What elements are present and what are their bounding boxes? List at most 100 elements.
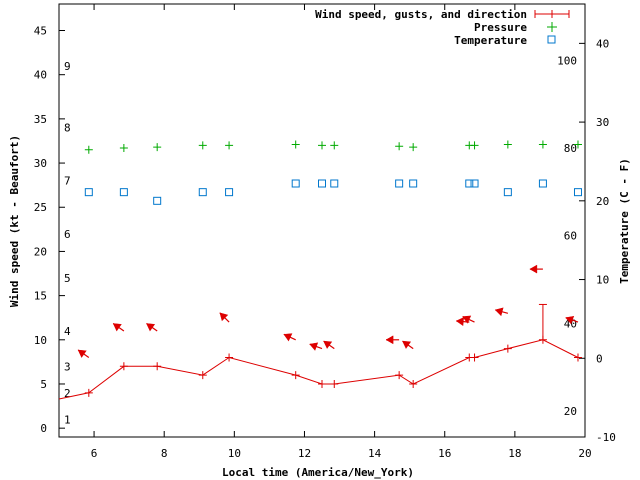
wind-speed-point	[503, 344, 512, 353]
pressure-point	[395, 142, 404, 151]
temperature-point	[119, 188, 128, 197]
pressure-point	[291, 140, 300, 149]
y-left-tick-label: 15	[34, 290, 47, 303]
temperature-point	[470, 179, 479, 188]
wind-speed-point	[291, 371, 300, 380]
wind-speed-point	[318, 379, 326, 388]
wind-arrow-head	[402, 340, 412, 349]
wind-direction-arrow	[112, 323, 125, 332]
pressure-point	[84, 145, 93, 154]
y-right-tick-label: 40	[596, 37, 609, 50]
beaufort-label: 1	[64, 413, 71, 426]
wind-speed-point	[198, 371, 207, 380]
wind-speed-point	[225, 353, 234, 362]
wind-arrow-head	[462, 315, 472, 324]
y-axis-label-right: Temperature (C - F)	[618, 158, 631, 284]
fahrenheit-label: 60	[564, 229, 577, 242]
temperature-point	[538, 179, 547, 188]
wind-arrow-head	[77, 349, 87, 358]
legend-label-temperature: Temperature	[454, 34, 527, 47]
temperature-point	[465, 179, 474, 188]
x-tick-label: 14	[368, 447, 382, 460]
beaufort-label: 2	[64, 387, 71, 400]
pressure-point	[225, 141, 234, 150]
wind-arrow-head	[112, 323, 122, 332]
y-left-tick-label: 25	[34, 201, 47, 214]
temperature-point	[225, 188, 234, 197]
y-left-tick-label: 30	[34, 157, 47, 170]
wind-speed-point	[395, 371, 404, 380]
wind-speed-point	[153, 362, 162, 371]
legend: Wind speed, gusts, and direction Pressur…	[315, 8, 570, 47]
temperature-point	[330, 179, 339, 188]
x-axis-label: Local time (America/New_York)	[222, 466, 414, 479]
pressure-point	[503, 140, 512, 149]
wind-arrow-head	[309, 342, 319, 351]
x-tick-label: 6	[91, 447, 98, 460]
temperature-point	[573, 188, 582, 197]
wind-arrow-head	[283, 333, 293, 342]
pressure-point	[330, 141, 339, 150]
beaufort-label: 3	[64, 360, 71, 373]
x-tick-label: 16	[438, 447, 451, 460]
wind-arrow-head	[219, 312, 229, 322]
wind-arrow-head	[455, 317, 464, 327]
wind-direction-arrow	[462, 315, 475, 324]
wind-arrow-head	[385, 335, 394, 345]
fahrenheit-label: 20	[564, 405, 577, 418]
temperature-point	[153, 196, 162, 205]
beaufort-label: 8	[64, 122, 71, 135]
x-tick-label: 20	[578, 447, 591, 460]
x-tick-label: 12	[298, 447, 311, 460]
legend-label-pressure: Pressure	[474, 21, 527, 34]
y-left-tick-label: 20	[34, 245, 47, 258]
y-left-tick-label: 10	[34, 334, 47, 347]
y-right-tick-label: 30	[596, 116, 609, 129]
right-axis-ticks: -10 0 10 20 30 40	[579, 37, 616, 444]
wind-direction-arrow	[146, 323, 158, 332]
wind-arrow-head	[494, 307, 504, 317]
wind-direction-arrow	[283, 333, 296, 342]
legend-swatch-temperature	[547, 35, 556, 44]
beaufort-label: 4	[64, 325, 71, 338]
left-axis-ticks: 0 5 10 15 20 25 30 35 40 45	[34, 25, 65, 435]
pressure-point	[409, 143, 418, 152]
beaufort-label: 5	[64, 272, 71, 285]
pressure-point	[318, 141, 326, 150]
x-tick-label: 18	[508, 447, 521, 460]
legend-label-wind: Wind speed, gusts, and direction	[315, 8, 527, 21]
y-left-tick-label: 35	[34, 113, 47, 126]
y-left-tick-label: 0	[40, 422, 47, 435]
temperature-point	[84, 188, 93, 197]
wind-speed-point	[119, 362, 128, 371]
wind-direction-arrow	[323, 340, 335, 350]
y-right-tick-label: 10	[596, 274, 609, 287]
wind-speed-point	[409, 379, 418, 388]
wind-arrow-head	[529, 264, 538, 274]
y-axis-label-left: Wind speed (kt - Beaufort)	[8, 135, 21, 307]
y-right-tick-label: 20	[596, 195, 609, 208]
temperature-point	[291, 179, 300, 188]
wind-arrow-head	[146, 323, 156, 332]
wind-arrow-head	[565, 315, 575, 325]
wind-direction-arrow	[529, 264, 543, 274]
wind-speed-point	[573, 353, 582, 362]
pressure-point	[573, 140, 582, 149]
wind-direction-arrow	[385, 335, 400, 345]
x-tick-label: 10	[228, 447, 241, 460]
fahrenheit-label: 100	[557, 55, 577, 68]
temperature-point	[409, 179, 418, 188]
x-tick-label: 8	[161, 447, 168, 460]
y-right-tick-label: -10	[596, 431, 616, 444]
pressure-point	[153, 143, 162, 152]
temperature-point	[318, 179, 326, 188]
wind-direction-arrow	[77, 349, 90, 358]
wind-direction-arrow	[565, 315, 579, 325]
fahrenheit-label: 80	[564, 142, 577, 155]
pressure-point	[119, 144, 128, 153]
wind-direction-arrow	[219, 312, 230, 323]
x-axis-ticks: 6 8 10 12 14 16 18 20	[91, 4, 592, 460]
temperature-point	[198, 188, 207, 197]
y-right-tick-label: 0	[596, 352, 603, 365]
